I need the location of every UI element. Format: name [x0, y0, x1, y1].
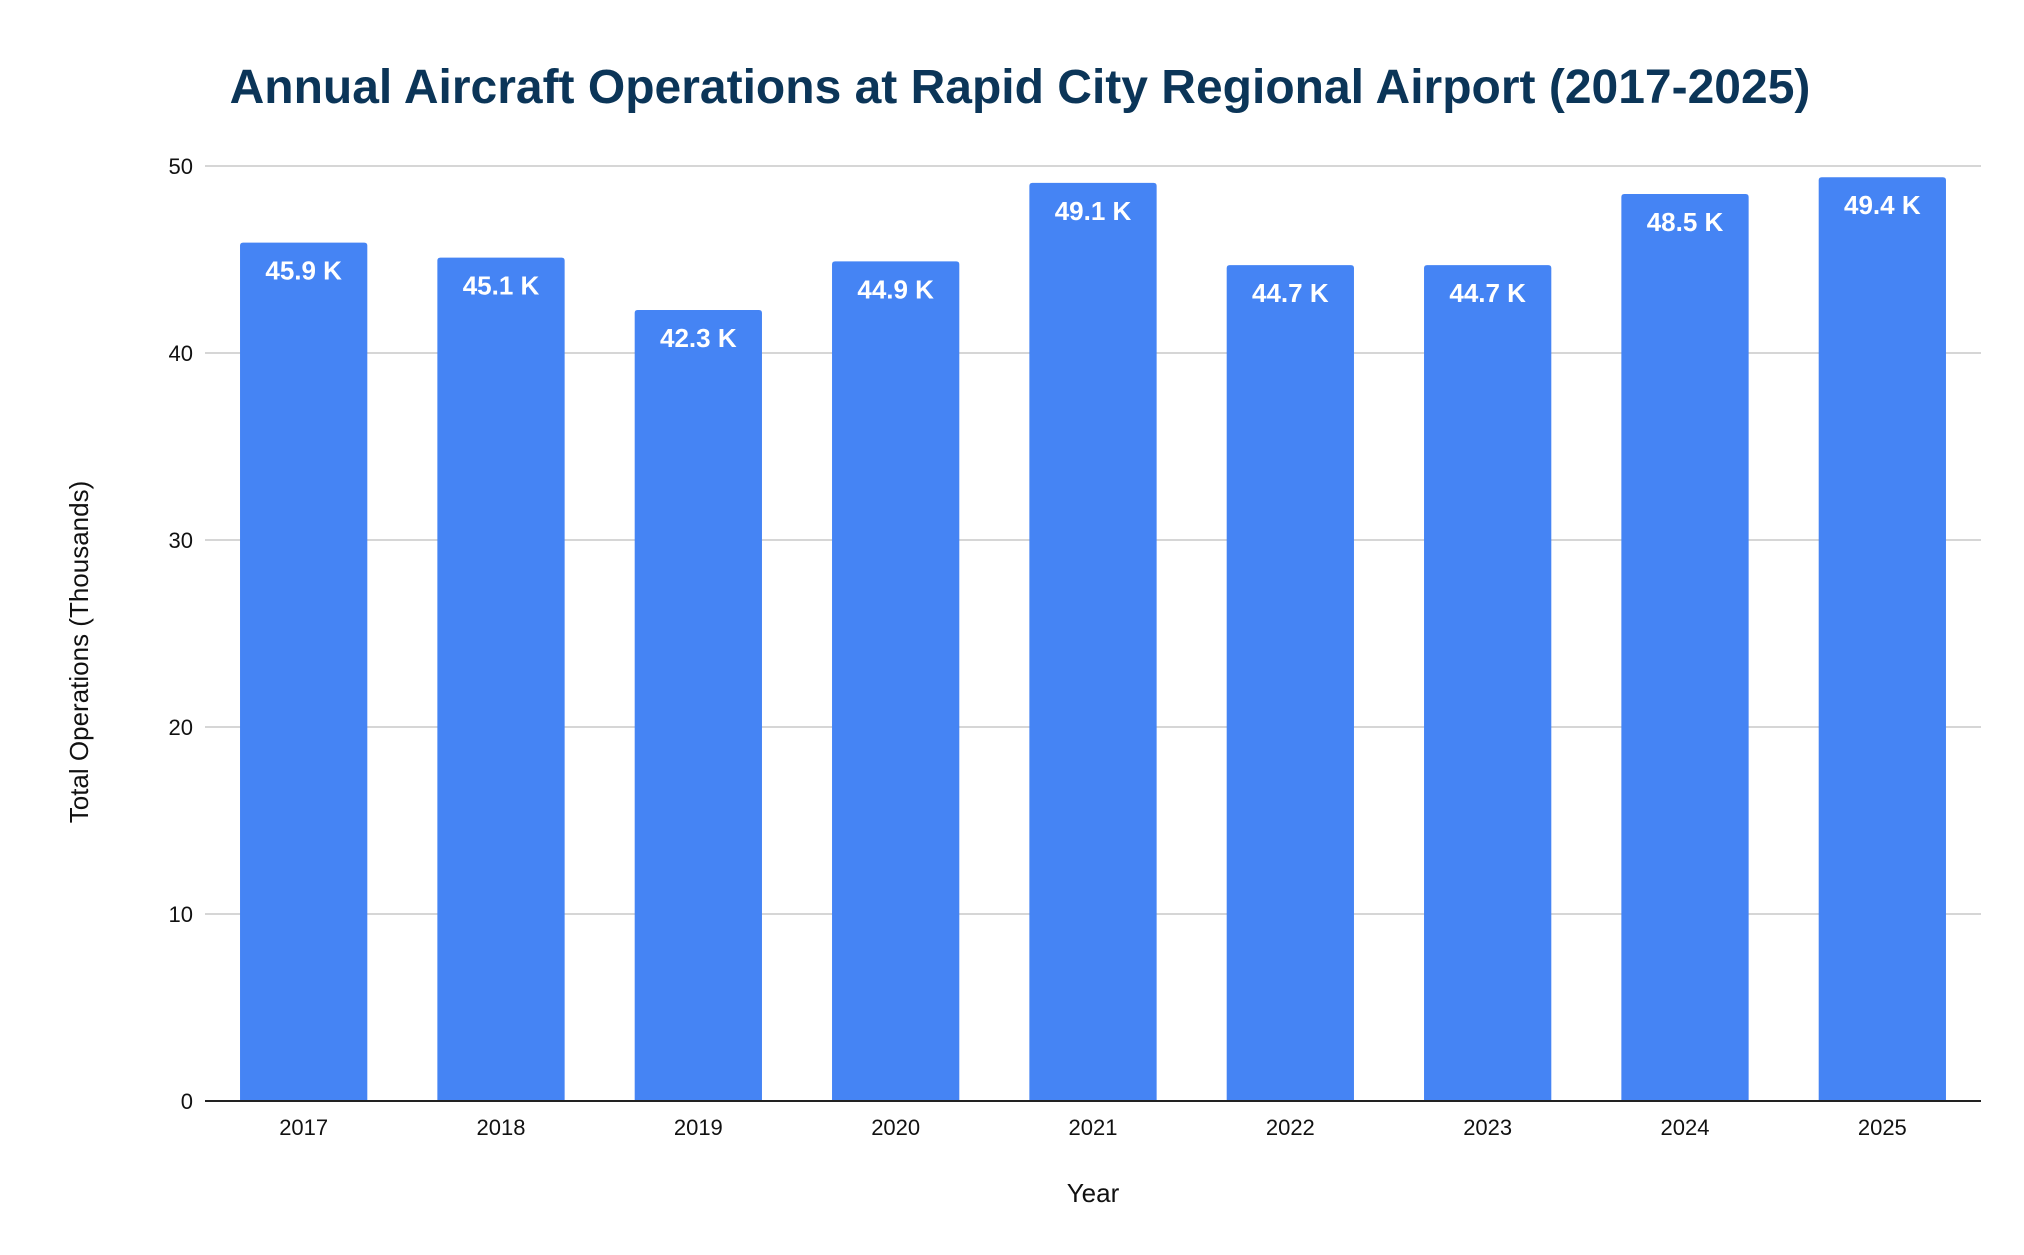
x-axis-ticks: 2017 2018 2019 2020 2021 2022 2023 2024 2025	[279, 1115, 1907, 1140]
chart-title: Annual Aircraft Operations at Rapid City…	[230, 61, 1811, 114]
x-tick-label-2018: 2018	[477, 1115, 526, 1140]
x-tick-label-2024: 2024	[1661, 1115, 1710, 1140]
x-tick-label-2019: 2019	[674, 1115, 723, 1140]
data-label-2024: 48.5 K	[1647, 207, 1724, 237]
data-label-2019: 42.3 K	[660, 323, 737, 353]
data-label-2018: 45.1 K	[463, 271, 540, 301]
y-tick-label: 50	[169, 154, 193, 179]
bar-2020	[832, 261, 960, 1101]
x-tick-label-2025: 2025	[1858, 1115, 1907, 1140]
y-tick-label: 20	[169, 715, 193, 740]
y-axis-ticks: 0 10 20 30 40 50	[169, 154, 193, 1114]
x-tick-label-2022: 2022	[1266, 1115, 1315, 1140]
bar-2018	[437, 257, 565, 1101]
bar-2019	[634, 309, 762, 1101]
bar-2021	[1029, 182, 1157, 1101]
x-tick-label-2017: 2017	[279, 1115, 328, 1140]
data-labels: 45.9 K 45.1 K 42.3 K 44.9 K 49.1 K 44.7 K 44.7…	[265, 190, 1920, 353]
y-tick-label: 10	[169, 902, 193, 927]
y-tick-label: 30	[169, 528, 193, 553]
x-tick-label-2023: 2023	[1463, 1115, 1512, 1140]
x-tick-label-2021: 2021	[1069, 1115, 1118, 1140]
data-label-2017: 45.9 K	[265, 256, 342, 286]
bar-2025	[1818, 177, 1946, 1102]
y-tick-label: 40	[169, 341, 193, 366]
data-label-2023: 44.7 K	[1449, 278, 1526, 308]
data-label-2021: 49.1 K	[1055, 196, 1132, 226]
x-axis-label: Year	[1067, 1178, 1120, 1208]
bars	[240, 177, 1946, 1102]
data-label-2025: 49.4 K	[1844, 190, 1921, 220]
y-tick-label: 0	[181, 1089, 193, 1114]
data-label-2022: 44.7 K	[1252, 278, 1329, 308]
data-label-2020: 44.9 K	[857, 274, 934, 304]
bar-2024	[1621, 194, 1749, 1102]
bar-2022	[1226, 265, 1354, 1101]
x-tick-label-2020: 2020	[871, 1115, 920, 1140]
bar-2023	[1424, 265, 1552, 1101]
y-axis-label: Total Operations (Thousands)	[64, 481, 94, 824]
bar-2017	[240, 242, 368, 1102]
